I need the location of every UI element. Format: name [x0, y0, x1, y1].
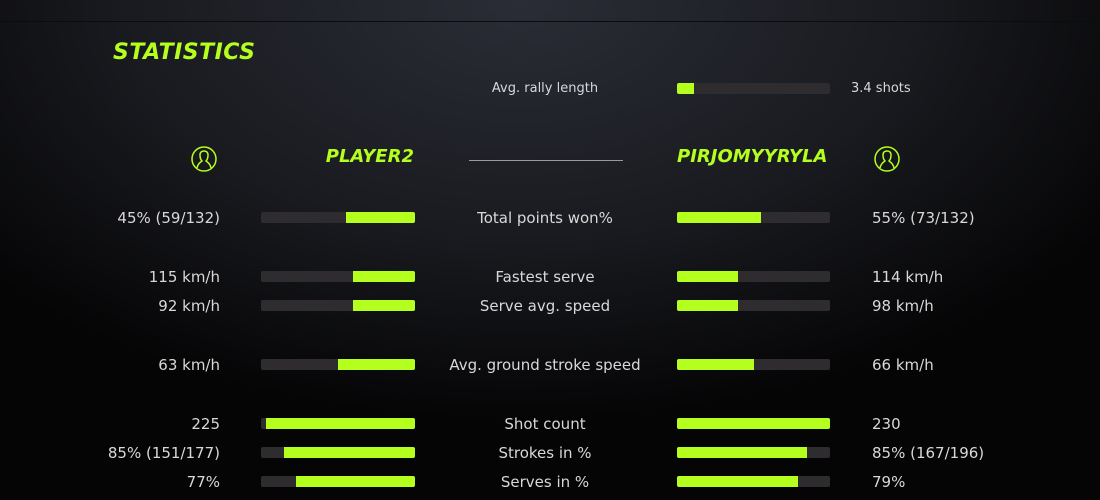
stat-row: 77% Serves in % 79%: [0, 472, 1100, 492]
stat-left-value: 92 km/h: [158, 297, 220, 315]
stat-label: Total points won%: [477, 209, 613, 227]
rally-label: Avg. rally length: [491, 81, 599, 96]
stat-right-value: 98 km/h: [872, 297, 934, 315]
stat-right-bar: [677, 418, 830, 429]
stat-row: 63 km/h Avg. ground stroke speed 66 km/h: [0, 355, 1100, 375]
stat-right-bar-fill: [677, 447, 808, 458]
stat-row: 92 km/h Serve avg. speed 98 km/h: [0, 296, 1100, 316]
stat-left-bar: [261, 418, 415, 429]
stat-right-bar-fill: [677, 476, 798, 487]
stat-row: 115 km/h Fastest serve 114 km/h: [0, 267, 1100, 287]
top-divider: [0, 21, 1100, 22]
rally-bar: [677, 83, 830, 94]
stat-left-value: 77%: [186, 473, 220, 491]
stat-right-bar: [677, 476, 830, 487]
stat-right-bar-fill: [677, 300, 739, 311]
stat-left-bar: [261, 476, 415, 487]
stat-label: Serve avg. speed: [479, 297, 611, 315]
stat-right-bar: [677, 447, 830, 458]
stat-left-bar: [261, 447, 415, 458]
stat-row: 85% (151/177) Strokes in % 85% (167/196): [0, 443, 1100, 463]
stat-right-bar: [677, 359, 830, 370]
stat-left-value: 85% (151/177): [107, 444, 220, 462]
stat-left-value: 225: [191, 415, 220, 433]
stat-right-value: 55% (73/132): [872, 209, 975, 227]
stat-left-bar: [261, 300, 415, 311]
stat-right-bar: [677, 271, 830, 282]
stat-right-bar-fill: [677, 359, 754, 370]
stat-left-value: 63 km/h: [158, 356, 220, 374]
stat-right-value: 114 km/h: [872, 268, 944, 286]
stat-left-bar: [261, 271, 415, 282]
player-right-name: PIRJOMYYRYLA: [677, 146, 828, 167]
rally-row: Avg. rally length 3.4 shots: [0, 79, 1100, 99]
stat-left-bar-fill: [338, 359, 415, 370]
stat-right-value: 85% (167/196): [872, 444, 985, 462]
stat-left-value: 45% (59/132): [117, 209, 220, 227]
user-icon: [191, 146, 217, 172]
stat-label: Strokes in %: [498, 444, 592, 462]
stat-right-bar-fill: [677, 271, 739, 282]
stat-right-value: 230: [872, 415, 901, 433]
stat-left-bar-fill: [353, 271, 415, 282]
user-icon: [874, 146, 900, 172]
player-left-name: PLAYER2: [325, 146, 414, 167]
stat-label: Shot count: [504, 415, 586, 433]
stat-left-bar-fill: [265, 418, 415, 429]
stat-label: Fastest serve: [495, 268, 595, 286]
stat-left-bar: [261, 359, 415, 370]
stat-right-value: 79%: [872, 473, 906, 491]
page-title: STATISTICS: [113, 40, 256, 65]
stat-right-value: 66 km/h: [872, 356, 934, 374]
stat-row: 225 Shot count 230: [0, 414, 1100, 434]
rally-bar-fill: [677, 83, 694, 94]
stat-left-value: 115 km/h: [148, 268, 220, 286]
stat-right-bar: [677, 300, 830, 311]
stat-left-bar: [261, 212, 415, 223]
stat-row: 45% (59/132) Total points won% 55% (73/1…: [0, 208, 1100, 228]
rally-value: 3.4 shots: [851, 81, 911, 96]
stat-right-bar-fill: [677, 418, 830, 429]
stat-right-bar: [677, 212, 830, 223]
header-divider: [469, 160, 623, 161]
stat-left-bar-fill: [284, 447, 415, 458]
stat-left-bar-fill: [345, 212, 415, 223]
stat-label: Avg. ground stroke speed: [449, 356, 641, 374]
stat-label: Serves in %: [500, 473, 590, 491]
stat-left-bar-fill: [353, 300, 415, 311]
stat-right-bar-fill: [677, 212, 762, 223]
stat-left-bar-fill: [296, 476, 415, 487]
